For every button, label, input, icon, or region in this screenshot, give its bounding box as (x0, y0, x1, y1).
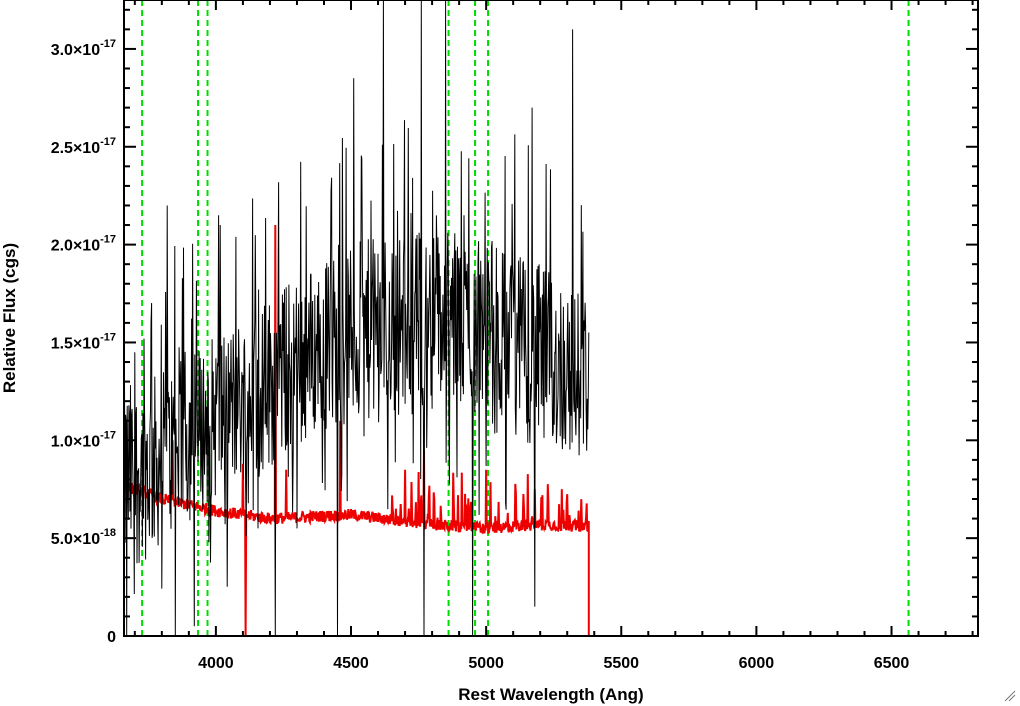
y-tick-label: 5.0×10-18 (51, 527, 116, 548)
y-tick-label: 3.0×10-17 (51, 38, 116, 59)
observed-flux-line (123, 0, 590, 637)
black-observed-spectrum (123, 0, 590, 637)
x-tick-label: 5000 (468, 655, 504, 672)
x-tick-label: 4500 (333, 655, 369, 672)
plot-frame (123, 0, 979, 637)
y-axis-title: Relative Flux (cgs) (0, 243, 19, 393)
x-tick-label: 6500 (874, 655, 910, 672)
x-tick-label: 4000 (198, 655, 234, 672)
resize-grip-icon[interactable] (1004, 690, 1016, 702)
x-axis-title: Rest Wavelength (Ang) (458, 685, 643, 704)
y-ticks: 0 5.0×10-18 1.0×10-17 1.5×10-17 2.0×10-17 2.5… (51, 8, 978, 646)
y-tick-label: 0 (107, 629, 116, 646)
y-tick-label: 1.5×10-17 (51, 331, 116, 352)
y-tick-label: 1.0×10-17 (51, 429, 116, 450)
y-tick-label: 2.5×10-17 (51, 136, 116, 157)
red-model-spectrum (123, 224, 978, 637)
x-tick-label: 6000 (739, 655, 775, 672)
x-tick-label: 5500 (603, 655, 639, 672)
y-tick-label: 2.0×10-17 (51, 234, 116, 255)
model-flux-line (123, 224, 978, 637)
x-ticks: 4000 4500 5000 5500 6000 6500 (133, 0, 974, 672)
